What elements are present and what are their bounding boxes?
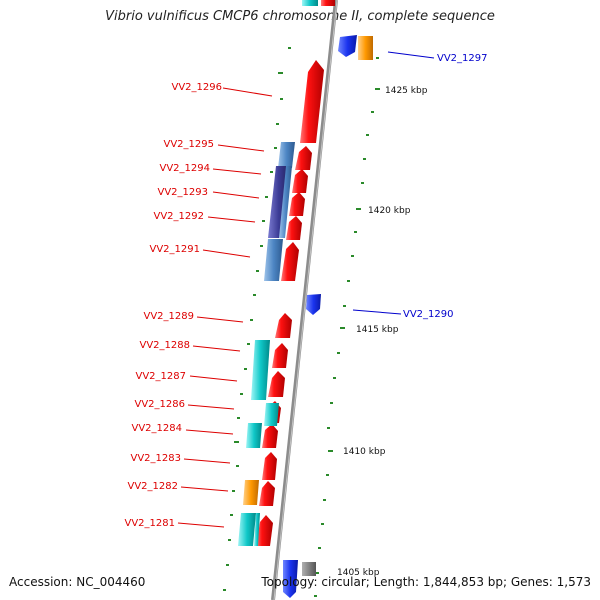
gene-bottom-grey: [302, 562, 316, 576]
gene-label-vv2-1290[interactable]: VV2_1290: [403, 309, 454, 320]
gene-label-vv2-1281[interactable]: VV2_1281: [125, 518, 176, 529]
gene-label-vv2-1296[interactable]: VV2_1296: [172, 82, 223, 93]
gene-cyan-1281a: [238, 513, 256, 546]
gene-steelblue-1291: [264, 239, 283, 281]
gene-cyan-1284: [246, 423, 262, 448]
gene-label-vv2-1293[interactable]: VV2_1293: [158, 187, 209, 198]
gene-cyan-1288: [251, 340, 270, 400]
gene-label-vv2-1294[interactable]: VV2_1294: [160, 163, 211, 174]
map-title: Vibrio vulnificus CMCP6 chromosome II, c…: [105, 9, 495, 24]
gene-vv2-1293[interactable]: [289, 192, 305, 216]
gene-vv2-1290[interactable]: [306, 294, 321, 315]
ruler-ticks: [223, 47, 380, 597]
gene-vv2-1292[interactable]: [286, 216, 302, 240]
gene-top-red: [321, 0, 335, 6]
gene-vv2-1288[interactable]: [272, 343, 288, 368]
gene-label-vv2-1295[interactable]: VV2_1295: [164, 139, 215, 150]
topology-text: Topology: circular; Length: 1,844,853 bp…: [261, 575, 591, 589]
ruler-label-1410: 1410 kbp: [343, 447, 386, 457]
gene-vv2-1287[interactable]: [268, 371, 285, 397]
gene-label-vv2-1289[interactable]: VV2_1289: [144, 311, 195, 322]
gene-label-vv2-1291[interactable]: VV2_1291: [150, 244, 201, 255]
gene-label-vv2-1286[interactable]: VV2_1286: [135, 399, 186, 410]
gene-cyan-1281b: [254, 513, 260, 546]
gene-vv2-1297[interactable]: [338, 35, 357, 57]
gene-vv2-1284[interactable]: [262, 424, 278, 448]
gene-label-vv2-1297[interactable]: VV2_1297: [437, 53, 488, 64]
gene-vv2-1294[interactable]: [292, 169, 308, 193]
gene-label-vv2-1287[interactable]: VV2_1287: [136, 371, 187, 382]
gene-vv2-1295[interactable]: [295, 146, 312, 170]
gene-vv2-1283[interactable]: [262, 452, 277, 480]
gene-label-vv2-1288[interactable]: VV2_1288: [140, 340, 191, 351]
gene-orange-outer[interactable]: [358, 36, 373, 60]
ruler-label-1405: 1405 kbp: [337, 568, 380, 578]
label-leaders-red: [177, 87, 273, 528]
backbone-highlight: [273, 0, 338, 600]
gene-label-vv2-1284[interactable]: VV2_1284: [132, 423, 183, 434]
gene-vv2-1282[interactable]: [259, 481, 275, 506]
gene-label-vv2-1292[interactable]: VV2_1292: [154, 211, 205, 222]
gene-steelblue-1293: [279, 166, 292, 238]
gene-label-vv2-1283[interactable]: VV2_1283: [131, 453, 182, 464]
ruler-label-1420: 1420 kbp: [368, 206, 411, 216]
gene-vv2-1281[interactable]: [256, 515, 273, 546]
gene-vv2-1291[interactable]: [281, 242, 299, 281]
ruler-label-1415: 1415 kbp: [356, 325, 399, 335]
gene-orange-1282: [243, 480, 259, 505]
accession-text: Accession: NC_004460: [9, 575, 146, 589]
label-leaders-blue: [352, 51, 435, 315]
gene-vv2-1296[interactable]: [300, 60, 324, 143]
gene-top-cyan: [302, 0, 318, 6]
gene-steelblue-1295: [278, 142, 295, 168]
ruler-label-1425: 1425 kbp: [385, 86, 428, 96]
gene-bottom-blue: [283, 560, 298, 598]
chromosome-backbone: [271, 0, 338, 600]
gene-vv2-1289[interactable]: [275, 313, 292, 338]
gene-label-vv2-1282[interactable]: VV2_1282: [128, 481, 179, 492]
gene-cyan-1286: [264, 403, 279, 426]
